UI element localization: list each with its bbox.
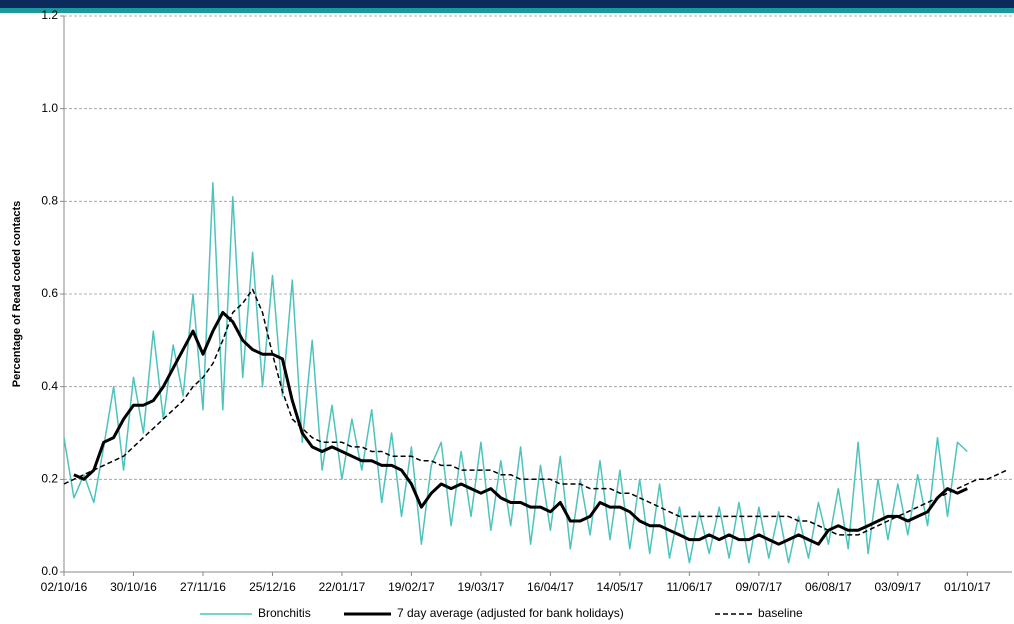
x-tick-label: 11/06/17 — [666, 580, 712, 594]
x-tick-label: 27/11/16 — [180, 580, 226, 594]
legend-label: baseline — [758, 606, 803, 620]
y-axis-label: Percentage of Read coded contacts — [11, 201, 23, 387]
x-tick-label: 19/03/17 — [458, 580, 505, 594]
x-tick-label: 25/12/16 — [249, 580, 296, 594]
x-tick-label: 09/07/17 — [736, 580, 783, 594]
x-tick-label: 19/02/17 — [388, 580, 435, 594]
x-tick-label: 22/01/17 — [319, 580, 366, 594]
y-tick-label: 0.2 — [41, 472, 58, 486]
x-tick-label: 03/09/17 — [874, 580, 921, 594]
x-tick-label: 02/10/16 — [41, 580, 88, 594]
series-line — [63, 182, 968, 564]
x-tick-label: 01/10/17 — [944, 580, 991, 594]
header-stripe — [0, 8, 1014, 13]
legend-label: Bronchitis — [258, 606, 311, 620]
series-line — [73, 311, 968, 546]
y-tick-label: 0.6 — [41, 286, 58, 300]
header-band — [0, 0, 1014, 8]
y-tick-label: 1.2 — [41, 8, 58, 22]
x-tick-label: 14/05/17 — [597, 580, 644, 594]
legend-label: 7 day average (adjusted for bank holiday… — [397, 606, 624, 620]
series-line — [63, 288, 1008, 536]
y-tick-label: 1.0 — [41, 101, 58, 115]
y-tick-label: 0.8 — [41, 194, 58, 208]
x-tick-label: 30/10/16 — [110, 580, 157, 594]
x-tick-label: 06/08/17 — [805, 580, 852, 594]
x-tick-label: 16/04/17 — [527, 580, 574, 594]
y-tick-label: 0.4 — [41, 379, 58, 393]
y-tick-label: 0.0 — [41, 564, 58, 578]
